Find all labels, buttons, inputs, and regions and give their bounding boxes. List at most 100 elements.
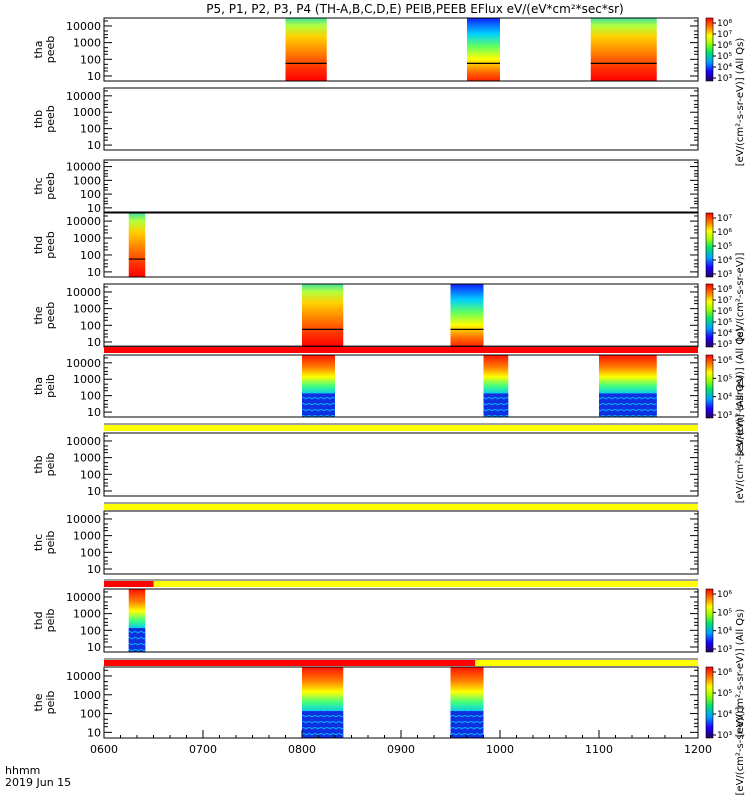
colorbar-tick-label: 10⁴ (717, 63, 732, 73)
colorbar-tick-label: 10⁶ (717, 356, 732, 366)
colorbar-tick-label: 10³ (717, 411, 732, 421)
colorbar (705, 666, 714, 739)
panel-frame (103, 666, 699, 739)
y-tick-label: 10000 (66, 591, 101, 604)
y-tick-label: 100 (80, 188, 101, 201)
spectrogram-low-energy-band (450, 711, 484, 738)
colorbar-tick-label: 10⁶ (717, 41, 732, 51)
panel-ylabel: thbpeib (32, 453, 57, 477)
status-bar-segment (153, 581, 698, 587)
y-tick-label: 1000 (73, 608, 101, 621)
y-tick-label: 1000 (73, 689, 101, 702)
panel-frame (103, 17, 699, 82)
colorbar-tick-label: 10⁴ (717, 627, 732, 637)
y-tick-label: 10 (87, 641, 101, 654)
colorbar-tick-label: 10⁵ (717, 689, 732, 699)
colorbar-tick-label: 10⁵ (717, 374, 732, 384)
y-tick-label: 1000 (73, 530, 101, 543)
panel-thd-peib: 10 100 1000 10000 thdpeib 10⁶ 10⁵ 10⁴ 10³ [eV/(cm… (32, 588, 746, 738)
colorbar-tick-label: 10³ (717, 645, 732, 655)
colorbar-title: [eV/(cm²-s-sr-eV)] (All Qs) (735, 38, 746, 167)
y-tick-label: 10 (87, 563, 101, 576)
panels-group: 10100100010000thapeeb10⁸10⁷10⁶10⁵10⁴10³[… (32, 17, 746, 795)
colorbar (705, 17, 714, 82)
y-tick-label: 1000 (73, 452, 101, 465)
colorbar-tick-label: 10⁶ (717, 668, 732, 678)
y-tick-label: 1000 (73, 37, 101, 50)
y-tick-label: 10000 (66, 670, 101, 683)
x-tick-label: 0600 (90, 743, 118, 756)
panel-frame (103, 159, 699, 213)
spectrogram-block (450, 284, 484, 347)
panel-frame (103, 87, 699, 151)
colorbar-tick-label: 10⁴ (717, 329, 732, 339)
y-tick-label: 10000 (66, 513, 101, 526)
y-tick-label: 1000 (73, 303, 101, 316)
colorbar-tick-label: 10⁷ (717, 30, 732, 40)
colorbar-tick-label: 10⁸ (717, 19, 732, 29)
colorbar-tick-label: 10⁴ (717, 256, 732, 266)
panel-frame (103, 354, 699, 418)
colorbar-tick-label: 10⁴ (717, 710, 732, 720)
colorbar-title: [eV/(cm²-s-sr-eV)] (All Qs) (735, 328, 746, 457)
status-bar-segment (104, 347, 698, 353)
y-tick-label: 100 (80, 468, 101, 481)
y-tick-label: 10000 (66, 20, 101, 33)
spectrogram-block (590, 18, 657, 81)
panel-ylabel: thepeib (32, 691, 57, 715)
colorbar-tick-label: 10⁵ (717, 52, 732, 62)
panel-ylabel: thbpeeb (32, 105, 57, 133)
x-tick-label: 1100 (585, 743, 613, 756)
colorbar-title: [eV/(cm²-s-sr-eV)] (All Qs) (735, 609, 746, 738)
y-tick-label: 100 (80, 53, 101, 66)
colorbar-tick-label: 10⁶ (717, 307, 732, 317)
colorbar-tick-label: 10⁶ (717, 590, 732, 600)
y-tick-label: 10000 (66, 161, 101, 174)
y-tick-label: 10 (87, 336, 101, 349)
colorbar-tick-label: 10⁶ (717, 228, 732, 238)
spectrogram-block (128, 213, 146, 277)
colorbar-tick-label: 10⁷ (717, 296, 732, 306)
y-tick-label: 10000 (66, 90, 101, 103)
spectrogram-low-energy-band (128, 628, 146, 652)
x-tick-label: 0900 (387, 743, 415, 756)
y-tick-label: 100 (80, 390, 101, 403)
status-bar-segment (475, 660, 698, 666)
spectrogram-low-energy-band (483, 393, 509, 417)
y-tick-label: 1000 (73, 232, 101, 245)
colorbar-tick-label: 10⁷ (717, 214, 732, 224)
panel-ylabel: thcpeib (32, 531, 57, 555)
y-tick-label: 10000 (66, 215, 101, 228)
colorbar-tick-label: 10³ (717, 340, 732, 350)
spectrogram-low-energy-band (599, 393, 657, 417)
panel-frame (103, 212, 699, 278)
y-tick-label: 10 (87, 726, 101, 739)
panel-ylabel: thapeeb (32, 36, 57, 64)
y-tick-label: 10000 (66, 435, 101, 448)
colorbar (705, 354, 714, 419)
y-tick-label: 10 (87, 139, 101, 152)
colorbar-tick-label: 10⁸ (717, 285, 732, 295)
panel-thb-peib: 10 100 1000 10000 thbpeib (32, 432, 699, 498)
y-tick-label: 100 (80, 624, 101, 637)
y-tick-label: 10 (87, 202, 101, 215)
panel-tha-peeb: 10 100 1000 10000 thapeeb 10⁸10⁷10⁶10⁵10⁴10³[… (32, 17, 746, 167)
y-tick-label: 10 (87, 70, 101, 83)
spectrogram-low-energy-band (302, 393, 335, 417)
y-tick-label: 10 (87, 266, 101, 279)
y-tick-label: 100 (80, 123, 101, 136)
x-tick-label: 0700 (189, 743, 217, 756)
colorbar-tick-label: 10⁵ (717, 242, 732, 252)
panel-thb-peeb: 10 100 1000 10000 thbpeeb (32, 87, 699, 152)
y-tick-label: 10000 (66, 357, 101, 370)
colorbar-title: [eV/(cm²-s-sr-eV)] (735, 706, 746, 795)
figure-title: P5, P1, P2, P3, P4 (TH-A,B,C,D,E) PEIB,P… (206, 2, 623, 16)
panel-ylabel: thcpeeb (32, 172, 57, 200)
x-tick-label: 1000 (486, 743, 514, 756)
panel-frame (103, 510, 699, 575)
colorbar (705, 588, 714, 653)
colorbar-tick-label: 10³ (717, 270, 732, 280)
colorbar-title: [eV/(cm²-s-sr-eV)] (735, 252, 746, 341)
